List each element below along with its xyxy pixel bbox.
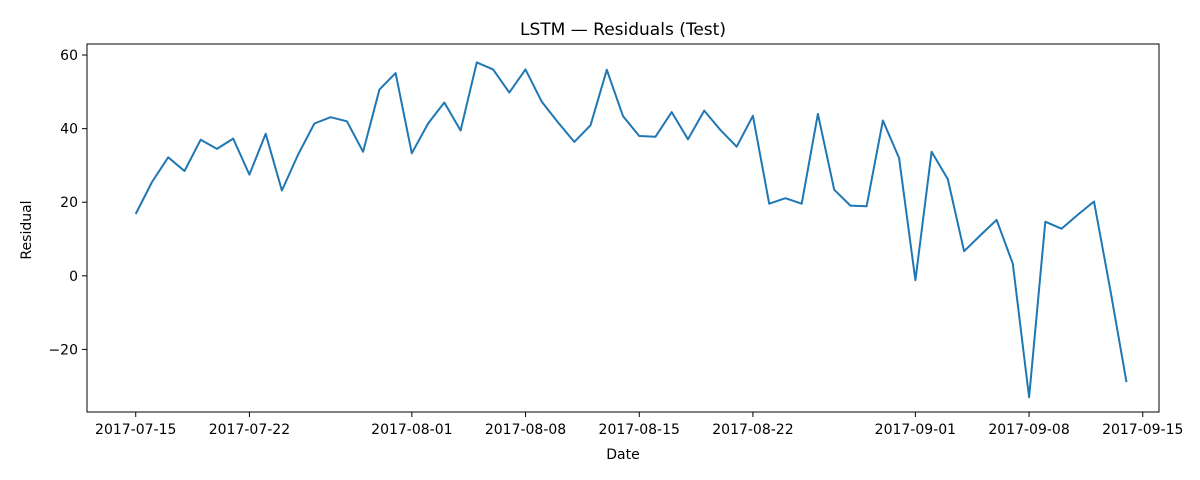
- x-tick-label: 2017-08-22: [712, 422, 793, 438]
- x-tick-label: 2017-09-01: [875, 422, 956, 438]
- y-tick-label: −20: [48, 342, 78, 358]
- x-tick-label: 2017-09-08: [988, 422, 1069, 438]
- x-axis: 2017-07-15 2017-07-22 2017-08-01 2017-08-08…: [95, 412, 1183, 438]
- x-tick-label: 2017-08-08: [485, 422, 566, 438]
- plot-area-frame: [86, 43, 1160, 413]
- residual-series-line: [134, 61, 1128, 399]
- x-tick-label: 2017-09-15: [1102, 422, 1183, 438]
- x-tick-label: 2017-07-22: [209, 422, 290, 438]
- x-axis-label: Date: [606, 447, 639, 463]
- y-tick-label: 20: [60, 195, 78, 211]
- y-tick-label: 40: [60, 122, 78, 138]
- chart-title: LSTM — Residuals (Test): [520, 20, 726, 40]
- x-tick-label: 2017-08-01: [371, 422, 452, 438]
- y-axis-label: Residual: [19, 200, 35, 259]
- y-tick-label: 60: [60, 48, 78, 64]
- x-tick-label: 2017-07-15: [95, 422, 176, 438]
- y-axis: −20 0 20 40 60: [48, 48, 87, 358]
- x-tick-label: 2017-08-15: [599, 422, 680, 438]
- y-tick-label: 0: [69, 269, 78, 285]
